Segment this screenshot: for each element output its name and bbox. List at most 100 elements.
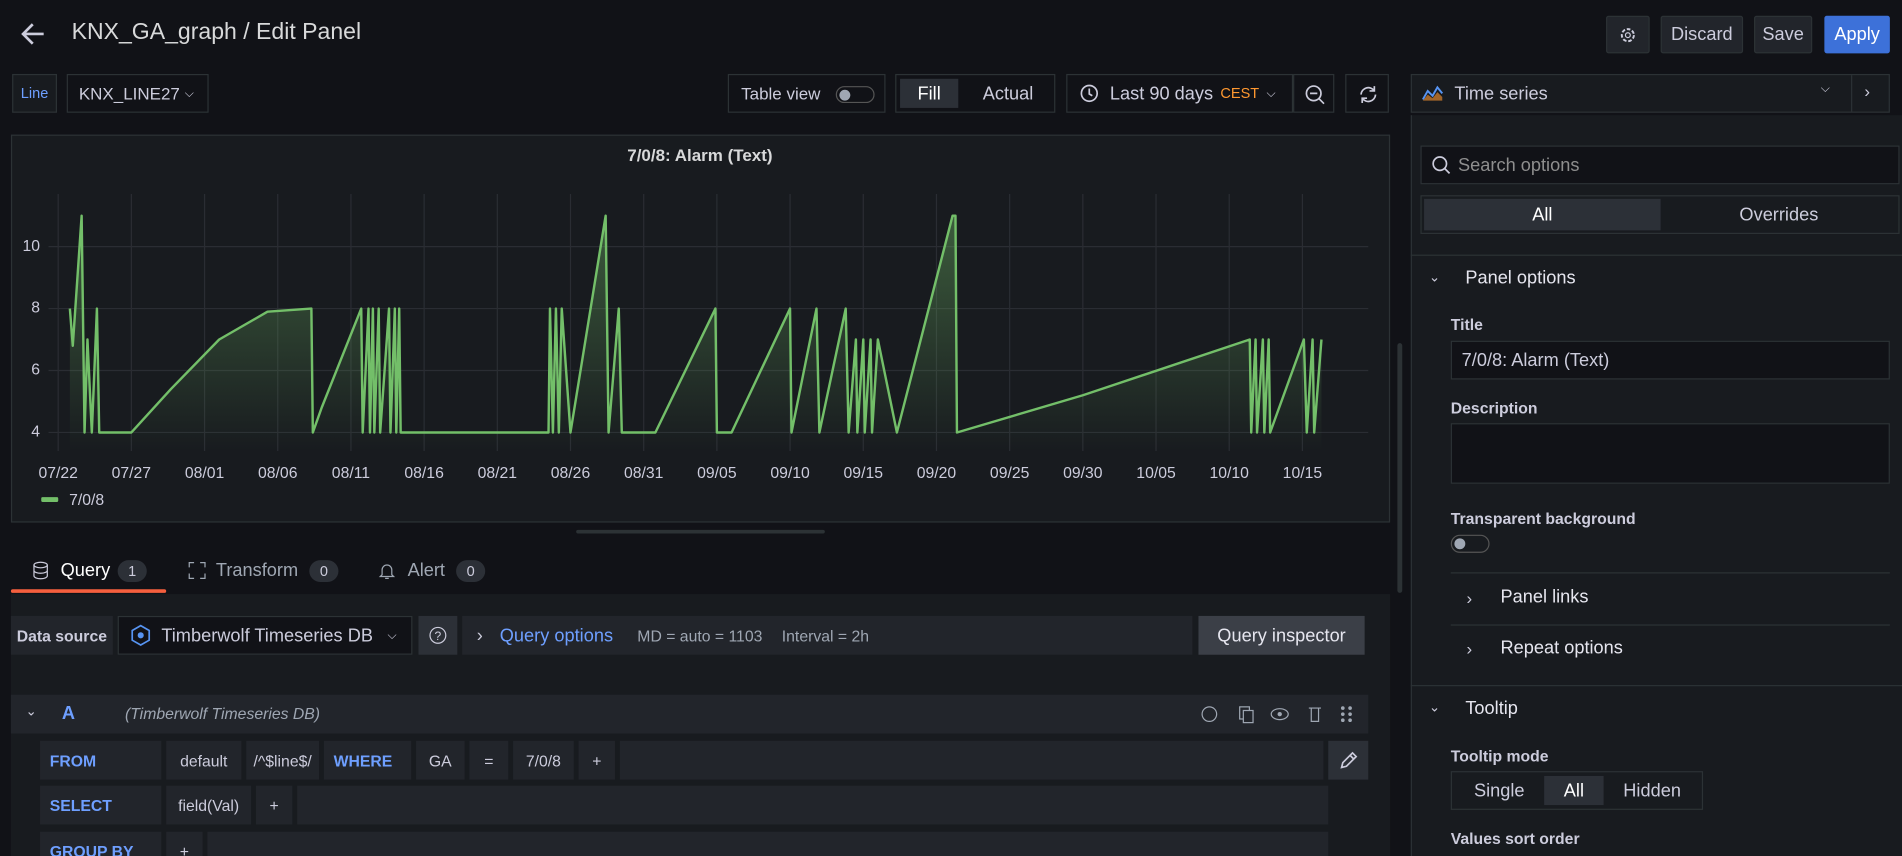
fill-option[interactable]: Fill: [900, 78, 959, 108]
section-header[interactable]: Repeat options: [1500, 637, 1623, 659]
query-part[interactable]: +: [578, 740, 615, 780]
active-tab-underline: [10, 589, 167, 593]
x-tick-label: 09/20: [917, 465, 957, 482]
field-label: Values sort order: [1450, 829, 1580, 848]
separator: [1410, 254, 1902, 256]
max-datapoints: MD = auto = 1103: [637, 626, 763, 645]
legend-swatch: [41, 497, 59, 502]
variable-select[interactable]: KNX_LINE27 ⌵: [66, 73, 209, 113]
time-range-picker[interactable]: Last 90 days CEST ⌵: [1066, 73, 1294, 113]
table-view-toggle[interactable]: Table view: [727, 73, 886, 113]
y-tick-label: 6: [31, 362, 40, 379]
query-keyword[interactable]: SELECT: [40, 785, 162, 825]
tab-overrides[interactable]: Overrides: [1739, 204, 1819, 225]
x-tick-label: 08/31: [624, 465, 663, 482]
mode-option[interactable]: All: [1544, 775, 1604, 806]
x-tick-label: 08/26: [551, 465, 591, 482]
save-button[interactable]: Save: [1754, 15, 1813, 54]
separator: [1450, 572, 1890, 574]
separator: [1410, 685, 1902, 687]
query-icon: [33, 561, 48, 580]
splitter[interactable]: [576, 529, 825, 534]
title-input[interactable]: 7/0/8: Alarm (Text): [1450, 340, 1890, 380]
search-options[interactable]: Search options: [1420, 145, 1900, 185]
options-tabs: All Overrides: [1420, 195, 1900, 235]
query-row-header: ⌄ A (Timberwolf Timeseries DB): [10, 694, 1369, 734]
tooltip-mode-group: Single All Hidden: [1450, 771, 1704, 810]
query-part[interactable]: WHERE: [323, 740, 412, 780]
x-tick-label: 09/30: [1063, 465, 1103, 482]
chart: 7/0/8: Alarm (Text) 4 6 8 10 07/22 07/27 08/01…: [22, 146, 1369, 509]
toggle: [835, 86, 875, 104]
tab-count: 0: [309, 560, 339, 582]
x-tick-label: 08/06: [258, 465, 298, 482]
series-line: [68, 214, 1323, 434]
x-tick-label: 10/05: [1136, 465, 1176, 482]
timezone: CEST: [1220, 84, 1260, 102]
query-part[interactable]: /^$line$/: [246, 740, 320, 780]
edit-raw-button[interactable]: [1328, 740, 1369, 780]
x-tick-label: 07/27: [112, 465, 151, 482]
query-part[interactable]: default: [166, 740, 242, 780]
tab-label[interactable]: Transform: [215, 560, 299, 581]
actual-option[interactable]: Actual: [982, 83, 1034, 104]
section-header[interactable]: Panel links: [1500, 586, 1589, 608]
query-filler: [297, 785, 1329, 825]
query-part[interactable]: +: [166, 831, 203, 856]
row-actions[interactable]: [1200, 704, 1358, 724]
help-button[interactable]: ?: [418, 615, 458, 655]
x-tick-label: 10/15: [1283, 465, 1323, 482]
datasource-label: Data source: [10, 615, 113, 655]
x-tick-label: 09/15: [844, 465, 884, 482]
query-ref: A: [61, 703, 76, 724]
x-tick-label: 07/22: [38, 465, 77, 482]
x-tick-label: 08/21: [478, 465, 517, 482]
mode-option[interactable]: Hidden: [1623, 780, 1681, 801]
apply-button[interactable]: Apply: [1824, 15, 1890, 54]
x-tick-label: 10/10: [1209, 465, 1249, 482]
tab-count: 0: [456, 560, 486, 582]
query-options[interactable]: › Query options MD = auto = 1103 Interval =…: [462, 615, 1193, 655]
legend-label: 7/0/8: [69, 492, 104, 509]
x-tick-label: 09/25: [990, 465, 1030, 482]
query-keyword[interactable]: GROUP BY: [40, 831, 162, 856]
query-keyword[interactable]: FROM: [40, 740, 162, 780]
tab-label[interactable]: Query: [60, 560, 111, 581]
discard-button[interactable]: Discard: [1660, 15, 1744, 54]
settings-button[interactable]: [1606, 15, 1650, 54]
description-input[interactable]: [1450, 423, 1890, 484]
tab-all[interactable]: All: [1424, 198, 1661, 231]
search-placeholder: Search options: [1458, 154, 1580, 176]
query-part[interactable]: field(Val): [166, 785, 252, 825]
time-range: Last 90 days: [1109, 83, 1214, 104]
field-label: Tooltip mode: [1450, 746, 1549, 766]
fill-actual-group: Fill Actual: [895, 73, 1056, 113]
visualization-picker[interactable]: Time series ⌵ ›: [1410, 73, 1890, 113]
query-part[interactable]: GA: [416, 740, 465, 780]
section-header[interactable]: Tooltip: [1465, 698, 1518, 719]
query-part[interactable]: =: [469, 740, 509, 780]
query-options-label: Query options: [499, 625, 614, 646]
y-tick-label: 8: [31, 300, 40, 317]
zoom-out-button[interactable]: [1293, 73, 1335, 113]
table-view-label: Table view: [741, 83, 821, 104]
separator: [1450, 624, 1890, 626]
svg-text:?: ?: [435, 629, 442, 643]
back-icon[interactable]: [19, 21, 46, 48]
query-filler: [207, 831, 1329, 856]
datasource-picker[interactable]: Timberwolf Timeseries DB ⌵: [117, 615, 413, 655]
mode-option[interactable]: Single: [1473, 780, 1525, 801]
section-header[interactable]: Panel options: [1465, 267, 1576, 289]
page-title: KNX_GA_graph / Edit Panel: [71, 19, 362, 45]
field-label: Transparent background: [1450, 509, 1636, 528]
query-part[interactable]: 7/0/8: [513, 740, 574, 780]
query-inspector-button[interactable]: Query inspector: [1198, 615, 1365, 655]
query-part[interactable]: +: [255, 785, 293, 825]
refresh-button[interactable]: [1345, 73, 1389, 113]
x-tick-label: 09/05: [697, 465, 737, 482]
variable-value: KNX_LINE27: [78, 83, 180, 104]
transparent-toggle[interactable]: [1450, 534, 1490, 553]
tab-label[interactable]: Alert: [407, 560, 445, 581]
y-tick-label: 4: [31, 424, 40, 441]
